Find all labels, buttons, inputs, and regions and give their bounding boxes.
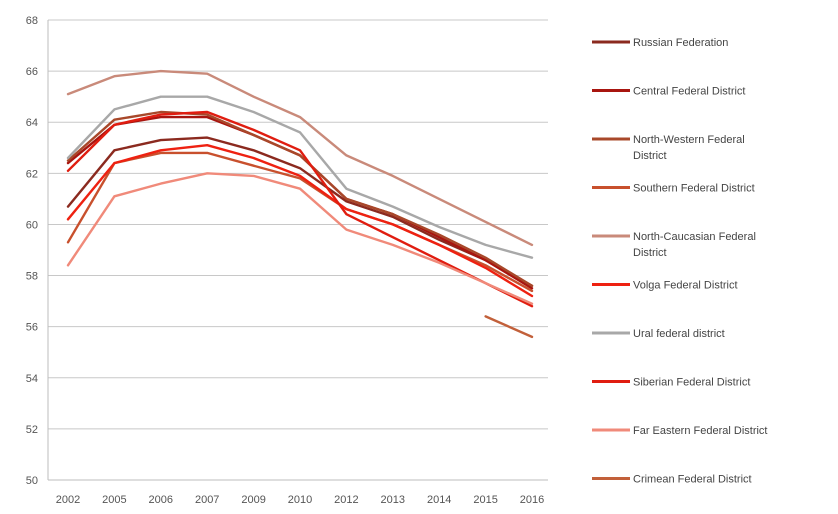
legend-item: North-Caucasian Federal District [592, 231, 756, 259]
legend-item: Central Federal District [592, 86, 745, 98]
legend-item: Siberian Federal District [592, 377, 750, 389]
series-line-8 [66, 172, 534, 305]
legend-label: Far Eastern Federal District [633, 425, 767, 437]
legend-item: Southern Federal District [592, 183, 755, 195]
series-line-7 [66, 110, 534, 308]
series-line-1 [66, 115, 534, 290]
series-lines [66, 69, 534, 339]
legend-label-line: North-Western Federal [633, 134, 745, 146]
grid-lines [47, 19, 548, 481]
series-line-5 [66, 144, 534, 298]
legend-label: Volga Federal District [633, 280, 738, 292]
series-line-4 [66, 69, 534, 247]
y-tick-label: 52 [26, 424, 38, 436]
x-tick-label: 2006 [149, 494, 173, 506]
y-tick-label: 62 [26, 168, 38, 180]
y-tick-label: 58 [26, 271, 38, 283]
series-line-2 [66, 110, 534, 287]
legend-item: Crimean Federal District [592, 474, 752, 486]
series-line-9 [484, 315, 534, 339]
x-tick-label: 2010 [288, 494, 312, 506]
x-tick-label: 2005 [102, 494, 126, 506]
y-tick-label: 60 [26, 219, 38, 231]
legend-item: Far Eastern Federal District [592, 425, 767, 437]
legend-label-line: District [633, 247, 667, 259]
series-line-0 [66, 136, 534, 287]
legend-label: North-Caucasian Federal District [633, 231, 756, 259]
legend-item: Ural federal district [592, 328, 725, 340]
legend-label: Ural federal district [633, 328, 725, 340]
legend: Russian Federation Central Federal Distri… [592, 37, 767, 486]
y-tick-label: 50 [26, 475, 38, 487]
legend-label-line: District [633, 150, 667, 162]
x-tick-label: 2015 [473, 494, 497, 506]
x-tick-label: 2013 [381, 494, 405, 506]
y-tick-label: 66 [26, 66, 38, 78]
x-tick-label: 2002 [56, 494, 80, 506]
x-tick-label: 2014 [427, 494, 451, 506]
legend-label: Crimean Federal District [633, 474, 752, 486]
legend-label: Southern Federal District [633, 183, 755, 195]
y-tick-label: 54 [26, 373, 38, 385]
x-axis-tick-labels: 2002 2005 2006 2007 2009 2010 2012 2013 2014 2015… [56, 494, 544, 506]
x-tick-label: 2016 [520, 494, 544, 506]
y-tick-label: 64 [26, 117, 38, 129]
legend-label-line: North-Caucasian Federal [633, 231, 756, 243]
legend-item: Russian Federation [592, 37, 728, 49]
x-tick-label: 2009 [241, 494, 265, 506]
x-tick-label: 2007 [195, 494, 219, 506]
legend-label: North-Western Federal District [633, 134, 745, 162]
legend-item: North-Western Federal District [592, 134, 745, 162]
legend-label: Siberian Federal District [633, 377, 750, 389]
series-line-6 [66, 95, 534, 259]
legend-label: Central Federal District [633, 86, 745, 98]
y-tick-label: 68 [26, 15, 38, 27]
y-axis-tick-labels: 50 52 54 56 58 60 62 64 66 68 [26, 15, 38, 487]
legend-label: Russian Federation [633, 37, 728, 49]
legend-item: Volga Federal District [592, 280, 738, 292]
y-tick-label: 56 [26, 322, 38, 334]
x-tick-label: 2012 [334, 494, 358, 506]
